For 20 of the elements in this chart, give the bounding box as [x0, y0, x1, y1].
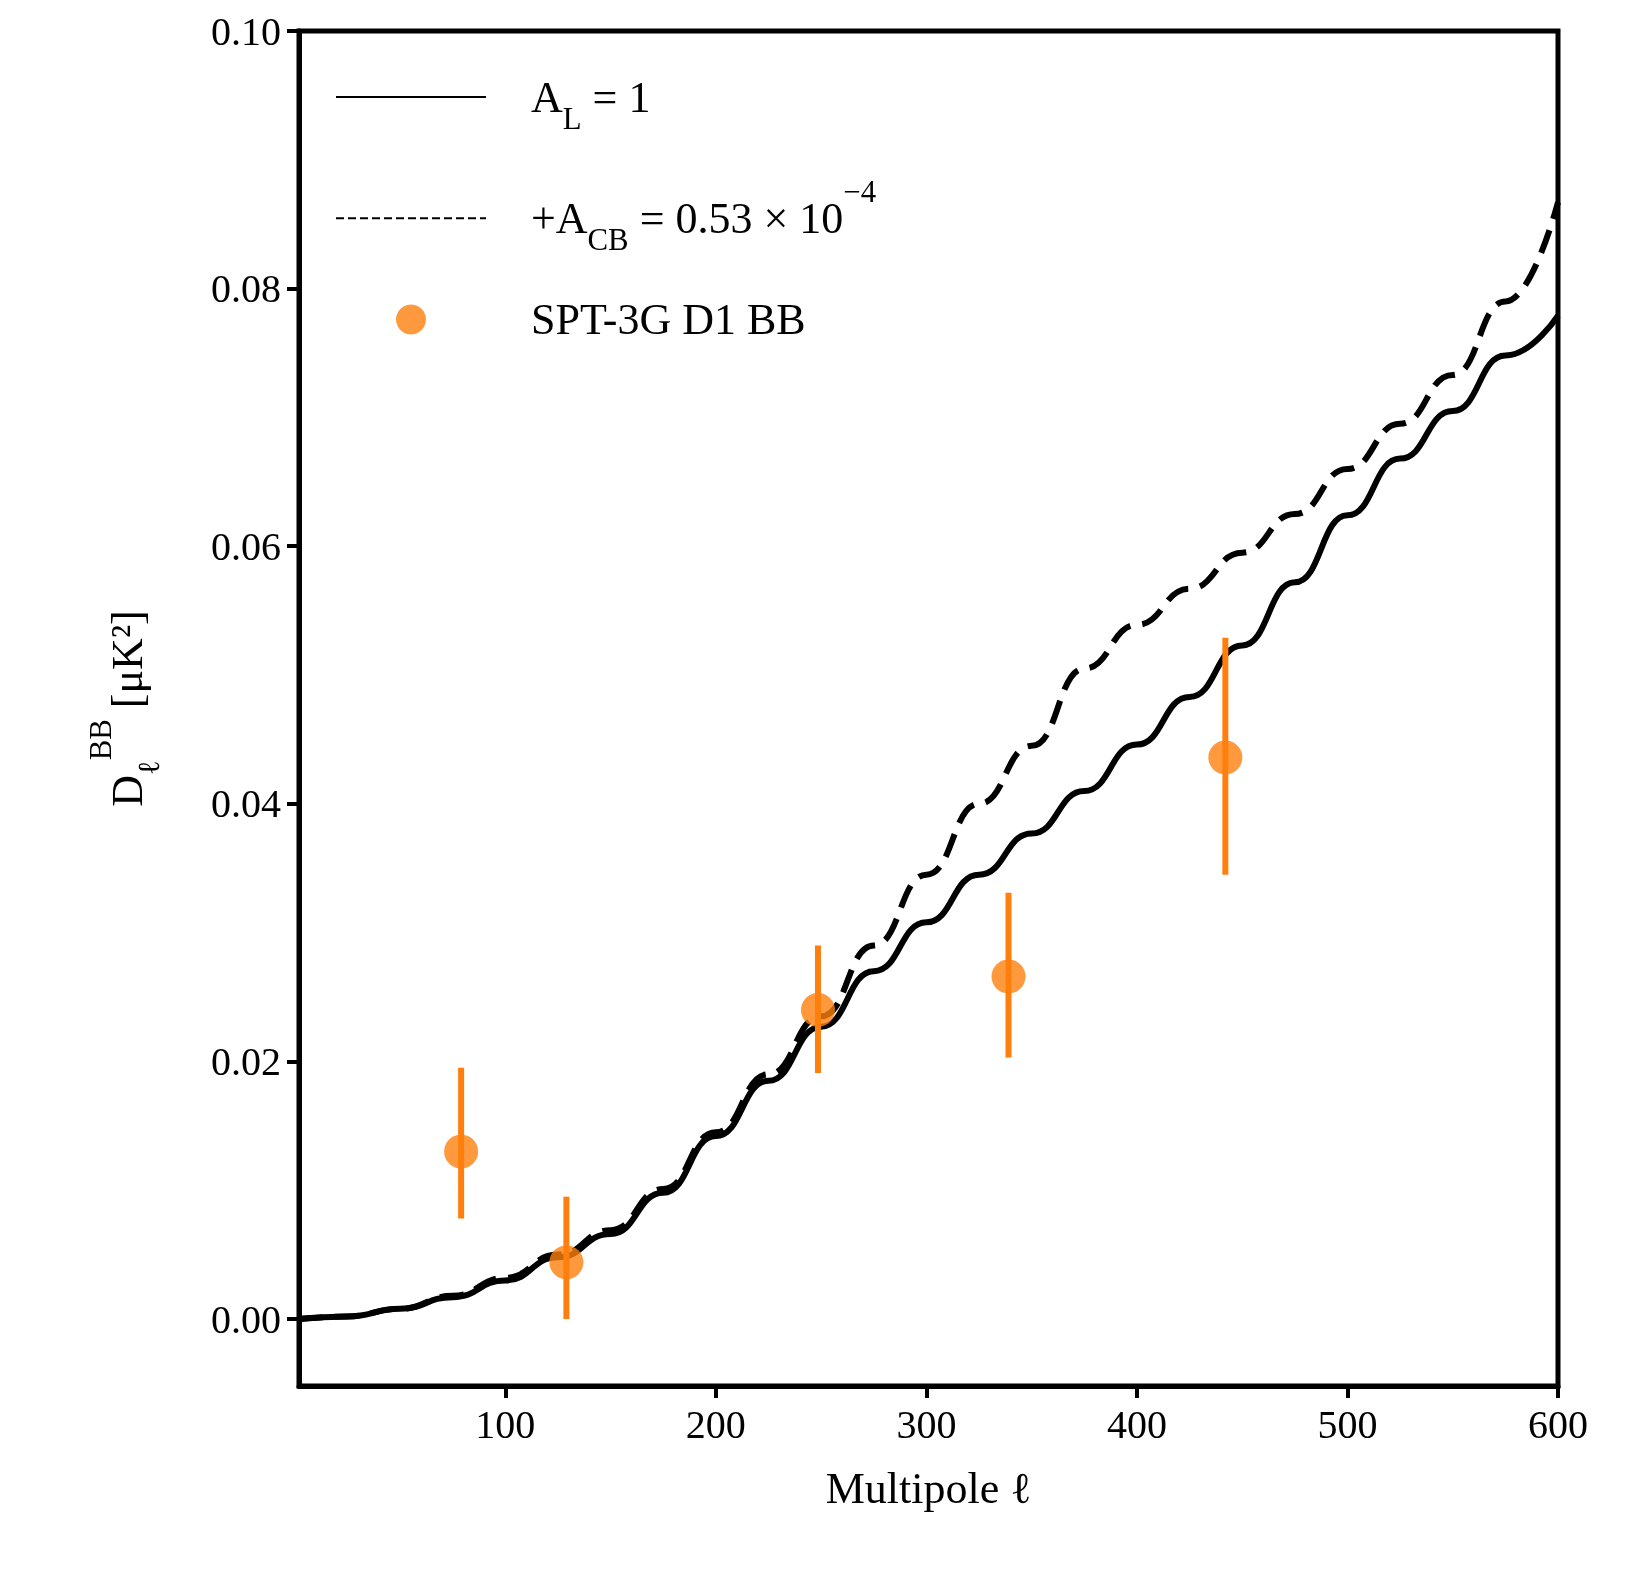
point [549, 1245, 584, 1280]
x-tick-label: 100 [475, 1401, 536, 1447]
y-tick-label: 0.08 [211, 266, 281, 312]
y-tick-label: 0.06 [211, 523, 281, 569]
y-axis-title: DℓBB [μK²] [83, 610, 166, 807]
y-tick-label: 0.00 [211, 1296, 281, 1342]
y-tick-label: 0.02 [211, 1038, 281, 1084]
point [444, 1134, 479, 1169]
x-axis-title: Multipole ℓ [825, 1463, 1032, 1513]
y-tick-label: 0.04 [211, 781, 281, 827]
x-tick-label: 200 [685, 1401, 746, 1447]
x-tick-label: 600 [1528, 1401, 1588, 1447]
legend-label: SPT-3G D1 BB [531, 295, 806, 345]
point [801, 992, 835, 1027]
x-tick-label: 400 [1106, 1401, 1167, 1447]
x-tick-label: 300 [896, 1401, 957, 1447]
x-tick-label: 500 [1317, 1401, 1378, 1447]
point [991, 959, 1026, 994]
y-tick-label: 0.10 [211, 8, 281, 54]
point [1208, 740, 1243, 775]
